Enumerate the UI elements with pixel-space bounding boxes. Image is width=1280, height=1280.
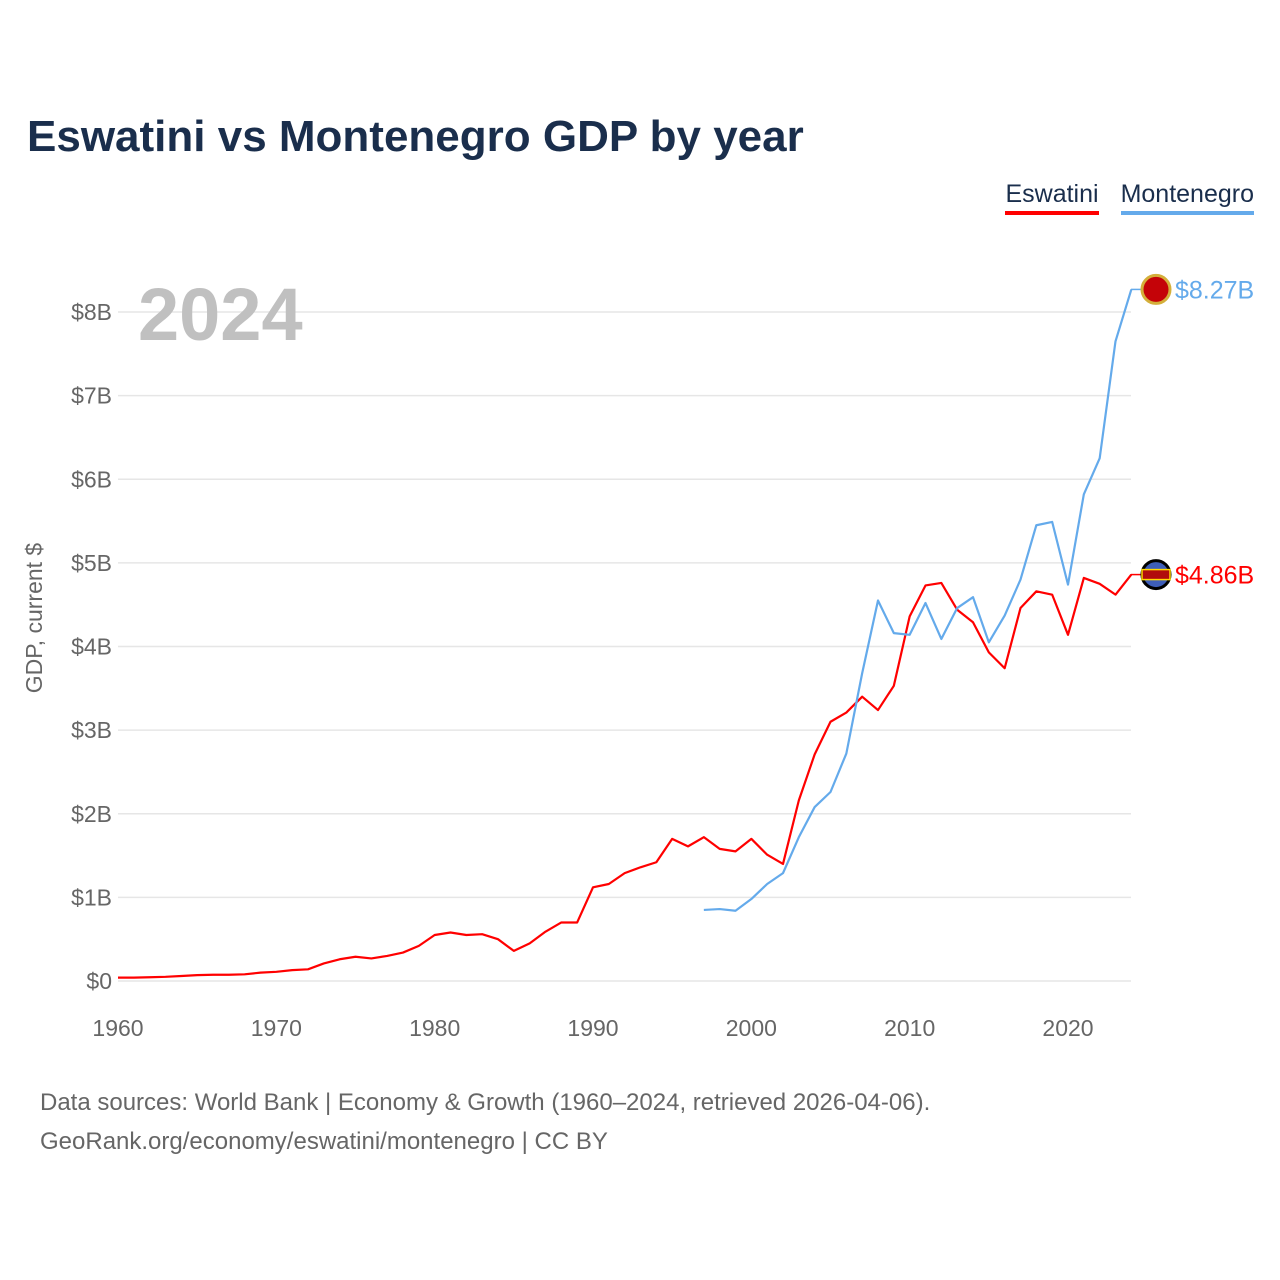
x-tick-label: 2000 xyxy=(726,1015,777,1041)
x-tick-label: 2010 xyxy=(884,1015,935,1041)
y-tick-label: $5B xyxy=(71,550,112,576)
y-tick-label: $4B xyxy=(71,634,112,660)
x-tick-label: 1970 xyxy=(251,1015,302,1041)
year-label: 2024 xyxy=(138,273,303,356)
source-line-1: Data sources: World Bank | Economy & Gro… xyxy=(40,1089,931,1116)
y-tick-label: $7B xyxy=(71,383,112,409)
source-line-2: GeoRank.org/economy/eswatini/montenegro … xyxy=(40,1128,608,1155)
y-tick-label: $6B xyxy=(71,466,112,492)
end-value-label: $4.86B xyxy=(1175,562,1254,590)
y-tick-label: $2B xyxy=(71,801,112,827)
end-value-label: $8.27B xyxy=(1175,276,1254,304)
flag-icon-montenegro xyxy=(1140,273,1172,305)
x-tick-label: 1960 xyxy=(92,1015,143,1041)
x-tick-label: 2020 xyxy=(1042,1015,1093,1041)
series-line-montenegro xyxy=(703,289,1133,912)
y-tick-label: $0 xyxy=(86,968,112,994)
flag-stripe xyxy=(1141,568,1171,581)
x-tick-label: 1980 xyxy=(409,1015,460,1041)
legend-eswatini[interactable]: Eswatini xyxy=(1005,180,1099,215)
y-axis-label: GDP, current $ xyxy=(21,543,47,694)
y-tick-label: $8B xyxy=(71,299,112,325)
series-line-eswatini xyxy=(118,573,1133,979)
legend-montenegro[interactable]: Montenegro xyxy=(1120,180,1254,215)
chart-title: Eswatini vs Montenegro GDP by year xyxy=(27,112,804,161)
y-tick-label: $3B xyxy=(71,717,112,743)
y-tick-label: $1B xyxy=(71,884,112,910)
source-note: Data sources: World Bank | Economy & Gro… xyxy=(40,1083,930,1161)
x-tick-label: 1990 xyxy=(567,1015,618,1041)
legend: Eswatini Montenegro xyxy=(1005,180,1254,215)
